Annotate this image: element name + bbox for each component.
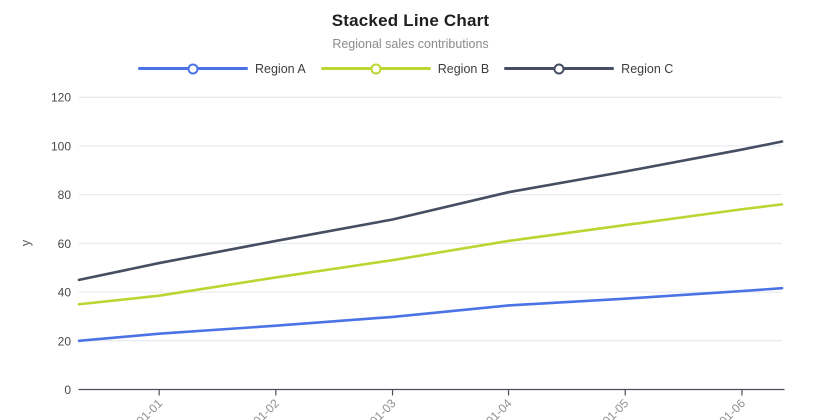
legend: Region A Region B Region C	[138, 60, 673, 77]
legend-circle-marker-icon	[370, 63, 382, 74]
y-tick-label: 100	[51, 139, 71, 153]
chart-subtitle: Regional sales contributions	[332, 37, 489, 51]
y-tick-label: 60	[58, 237, 72, 251]
series-line-region-c	[77, 140, 784, 282]
legend-item-region-c[interactable]: Region C	[504, 62, 673, 76]
y-tick-label: 0	[64, 383, 71, 397]
legend-circle-marker-icon	[553, 63, 565, 74]
y-axis-title: y	[19, 239, 33, 246]
chart-title: Stacked Line Chart	[331, 11, 490, 30]
x-tick-label: 01-02	[250, 396, 282, 420]
legend-item-label: Region A	[255, 61, 306, 76]
x-tick-label: 01-04	[483, 396, 515, 420]
x-tick-label: 01-03	[367, 396, 399, 420]
legend-line-swatch	[504, 63, 615, 74]
y-tick-label: 40	[58, 286, 72, 300]
x-tick-label: 01-05	[600, 396, 632, 420]
legend-item-label: Region B	[437, 61, 490, 76]
y-tick-label: 80	[58, 188, 72, 202]
legend-line-swatch	[320, 63, 431, 74]
x-tick-label: 01-01	[134, 396, 166, 420]
legend-circle-marker-icon	[187, 63, 199, 74]
x-tick-label: 01-06	[716, 396, 748, 420]
legend-item-region-b[interactable]: Region B	[320, 61, 490, 76]
legend-item-region-a[interactable]: Region A	[138, 62, 306, 76]
legend-item-label: Region C	[621, 61, 674, 76]
legend-line-swatch	[138, 63, 248, 74]
y-tick-label: 20	[58, 334, 72, 348]
series-line-region-b	[77, 203, 784, 306]
y-tick-label: 120	[51, 91, 71, 105]
series-line-region-a	[77, 286, 784, 343]
